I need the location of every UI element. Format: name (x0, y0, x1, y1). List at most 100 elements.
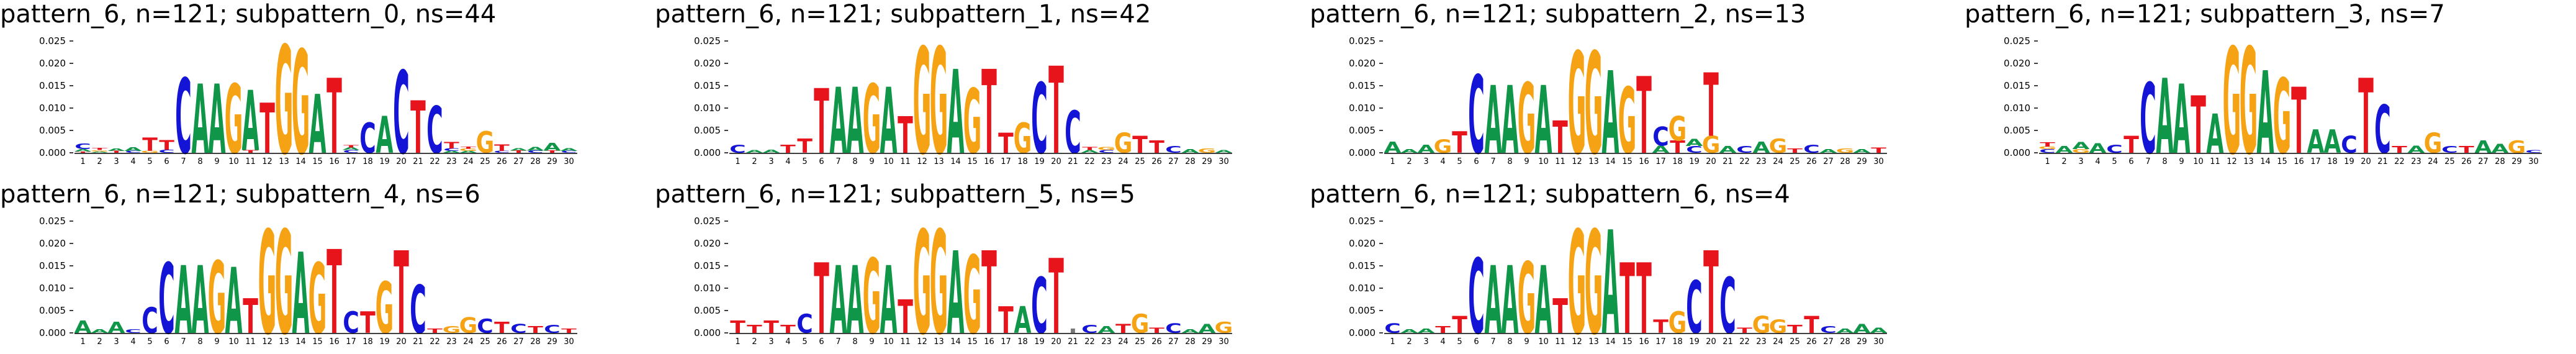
x-tick-label: 10 (883, 337, 894, 347)
y-tick-label: 0.005 (1349, 305, 1376, 316)
logo-letter-T: T (410, 86, 426, 170)
x-tick-label: 14 (950, 337, 961, 347)
logo-letter-A: A (1853, 148, 1871, 154)
logo-letter-G: G (459, 314, 478, 338)
logo-letter-T: T (1149, 326, 1165, 335)
y-tick-label: 0.015 (694, 260, 721, 271)
y-tick-label: 0.005 (694, 125, 721, 136)
y-tick-label: 0.005 (2004, 125, 2030, 136)
x-tick-label: 22 (1739, 337, 1750, 347)
x-tick-label: 18 (1672, 157, 1683, 166)
x-tick-label: 6 (1474, 337, 1479, 347)
logo-letter-T: T (343, 145, 359, 148)
logo-letter-A: A (1418, 327, 1436, 335)
x-tick-label: 15 (967, 337, 978, 347)
logo-letter-G: G (1585, 24, 1603, 186)
logo-letter-A: A (125, 147, 143, 152)
logo-letter-A: A (74, 317, 92, 337)
logo-letter-T: T (2459, 144, 2474, 155)
x-tick-label: 20 (396, 157, 407, 166)
logo-letter-G: G (91, 150, 109, 152)
x-tick-label: 29 (1857, 337, 1867, 347)
x-tick-label: 26 (497, 337, 507, 347)
logo-letter-G: G (275, 16, 294, 188)
logo-letter-A: A (2173, 66, 2191, 176)
logo-letter-T: T (2040, 141, 2055, 148)
x-tick-label: 16 (1639, 157, 1649, 166)
logo-letter-C: C (477, 315, 493, 337)
x-tick-label: 11 (245, 157, 256, 166)
logo-letter-A: A (947, 229, 965, 354)
x-tick-label: 17 (1655, 337, 1666, 347)
y-tick-label: 0.010 (1349, 102, 1376, 114)
x-tick-label: 13 (279, 157, 289, 166)
x-tick-label: 11 (900, 337, 911, 347)
logo-letter-G: G (1836, 147, 1855, 155)
x-tick-label: 9 (214, 157, 219, 166)
logo-letter-C: C (2341, 131, 2358, 158)
logo-letter-G: G (963, 70, 982, 174)
logo-letter-G: G (1215, 319, 1233, 337)
x-tick-label: 13 (934, 337, 944, 347)
x-tick-label: 22 (2394, 157, 2405, 166)
sequence-logo-chart: 0.0000.0050.0100.0150.0200.025TACAGTTACA… (39, 16, 577, 188)
logo-letter-G: G (2240, 17, 2258, 188)
logo-letter-T: T (747, 323, 762, 336)
logo-letter-T: T (92, 148, 107, 151)
x-tick-label: 6 (819, 157, 824, 166)
logo-letter-A: A (1602, 48, 1619, 180)
y-tick-label: 0.020 (39, 238, 66, 249)
x-tick-label: 28 (2495, 157, 2505, 166)
logo-letter-T: T (1737, 326, 1753, 335)
x-tick-label: 27 (1168, 337, 1179, 347)
y-tick-label: 0.000 (694, 327, 721, 338)
x-tick-label: 1 (735, 157, 740, 166)
logo-letter-T: T (1703, 229, 1719, 354)
x-tick-label: 10 (1538, 337, 1549, 347)
panel-title: pattern_6, n=121; subpattern_3, ns=7 (1965, 0, 2445, 29)
x-tick-label: 30 (1873, 157, 1884, 166)
x-tick-label: 5 (1457, 157, 1462, 166)
logo-letter-A: A (2089, 140, 2107, 156)
x-tick-label: 29 (547, 157, 557, 166)
logo-letter-G: G (2273, 58, 2292, 178)
logo-letter-A: A (192, 247, 209, 354)
logo-letter-G: G (1434, 135, 1452, 157)
logo-letter-G: G (258, 201, 277, 354)
logo-letter-G: G (275, 201, 294, 354)
logo-letter-A: A (1418, 143, 1435, 156)
logo-letter-A: A (1753, 139, 1770, 157)
x-tick-label: 15 (967, 157, 978, 166)
logo-letter-C: C (1803, 143, 1819, 156)
logo-letter-I: I (1069, 327, 1077, 335)
x-tick-label: 7 (2145, 157, 2150, 166)
logo-letter-T: T (109, 150, 124, 153)
x-tick-label: 21 (1723, 157, 1733, 166)
x-tick-label: 18 (1017, 337, 1028, 347)
x-tick-label: 19 (1689, 157, 1700, 166)
x-tick-label: 19 (379, 157, 390, 166)
x-tick-label: 21 (2377, 157, 2388, 166)
logo-letter-C: C (393, 48, 410, 180)
logo-letter-T: T (898, 106, 913, 165)
logo-letter-A: A (1485, 247, 1502, 354)
panel-title: pattern_6, n=121; subpattern_0, ns=44 (0, 0, 497, 29)
y-tick-label: 0.015 (694, 80, 721, 91)
x-tick-label: 10 (1538, 157, 1549, 166)
y-tick-label: 0.025 (1349, 35, 1376, 47)
logo-letter-C: C (125, 329, 142, 334)
x-tick-label: 2 (1407, 337, 1412, 347)
logo-letter-C: C (1031, 63, 1048, 176)
x-tick-label: 1 (80, 337, 85, 347)
x-tick-label: 23 (1101, 337, 1112, 347)
x-tick-label: 7 (835, 157, 840, 166)
logo-letter-A: A (544, 141, 561, 153)
logo-letter-T: T (1787, 323, 1803, 336)
logo-letter-C: C (2525, 150, 2541, 154)
x-tick-label: 17 (1655, 157, 1666, 166)
x-tick-label: 25 (1790, 157, 1800, 166)
panel-title: pattern_6, n=121; subpattern_4, ns=6 (0, 180, 480, 209)
logo-letter-C: C (2106, 143, 2122, 156)
